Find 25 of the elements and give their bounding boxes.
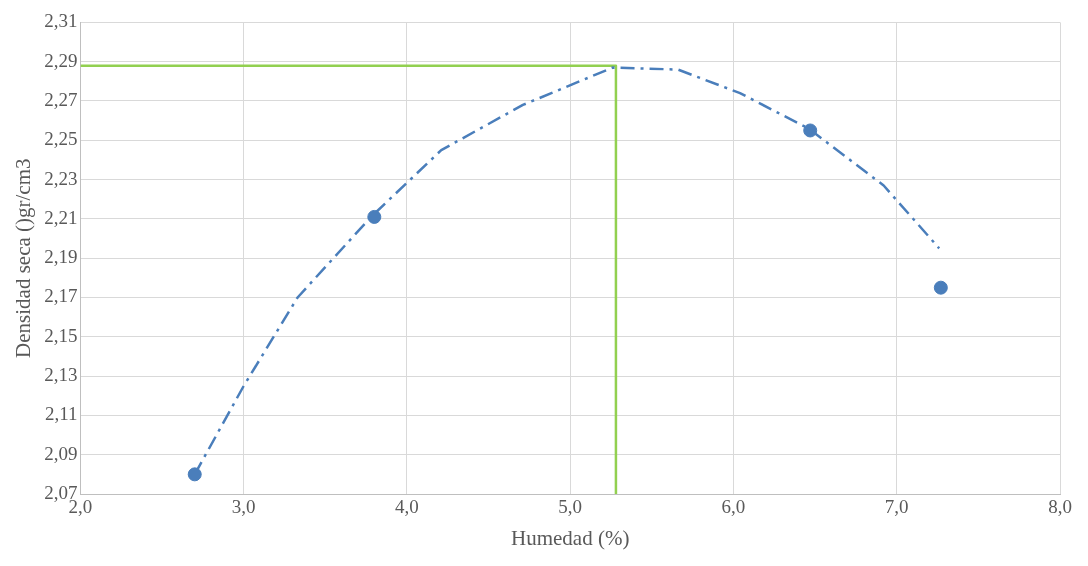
y-tick-label: 2,13 <box>44 364 78 386</box>
x-tick-label: 4,0 <box>395 496 419 518</box>
y-tick-label: 2,19 <box>44 246 78 268</box>
y-tick-label: 2,23 <box>44 167 78 189</box>
y-tick-label: 2,25 <box>44 128 78 150</box>
x-tick-label: 3,0 <box>231 496 256 518</box>
x-tick-label: 7,0 <box>884 496 909 518</box>
point <box>187 467 202 482</box>
point <box>803 123 818 138</box>
y-tick-label: 2,15 <box>44 324 78 346</box>
y-tick-label: 2,27 <box>44 88 78 110</box>
y-tick-label: 2,17 <box>44 285 78 307</box>
y-tick-label: 2,07 <box>44 481 78 503</box>
y-tick-label: 2,31 <box>44 10 78 32</box>
x-axis-title: Humedad (%) <box>511 525 630 550</box>
x-tick-label: 5,0 <box>558 496 583 518</box>
y-tick-label: 2,09 <box>44 442 78 464</box>
point <box>367 209 382 224</box>
x-tick-label: 6,0 <box>721 496 746 518</box>
y-tick-label: 2,21 <box>44 206 78 228</box>
y-axis-title: Densidad seca ()gr/cm3 <box>11 158 36 358</box>
x-tick-label: 8,0 <box>1048 496 1072 518</box>
y-tick-label: 2,11 <box>44 403 78 425</box>
point <box>933 280 948 295</box>
y-tick-label: 2,29 <box>44 49 78 71</box>
